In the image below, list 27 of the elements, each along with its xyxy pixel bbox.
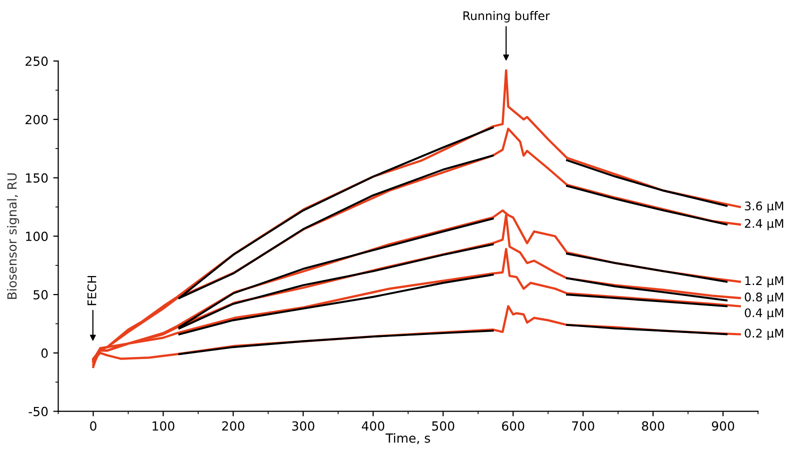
y-tick-label: 0 — [41, 348, 48, 358]
x-axis-title: Time, s — [386, 433, 430, 444]
x-tick-label: 200 — [222, 421, 244, 431]
y-tick-label: 100 — [26, 232, 48, 242]
x-tick-label: 500 — [432, 421, 454, 431]
series-label: 3.6 μM — [744, 201, 784, 213]
text: Running buffer — [464, 11, 550, 22]
series-label: 0.4 μM — [744, 308, 784, 320]
x-tick-label: 800 — [642, 421, 664, 431]
series-label: 1.2 μM — [745, 276, 784, 288]
x-tick-label: 600 — [502, 421, 524, 431]
y-tick-label: 50 — [34, 290, 48, 300]
y-axis-title: Biosensor signal, RU — [7, 173, 20, 299]
x-tick-label: 300 — [292, 421, 314, 431]
y-tick-label: 250 — [26, 56, 48, 66]
y-tick-label: 150 — [26, 173, 48, 183]
y-tick-label: 200 — [26, 114, 48, 124]
series-label: 2.4 μM — [744, 218, 784, 230]
x-tick-label: 0 — [90, 421, 96, 431]
x-tick-label: 900 — [712, 421, 734, 431]
y-tick-label: -50 — [28, 406, 48, 416]
x-tick-label: 100 — [152, 421, 174, 431]
x-tick-label: 700 — [572, 421, 594, 431]
annotation: FECH — [87, 276, 96, 306]
series-label: 0.8 μM — [744, 292, 784, 304]
x-tick-label: 400 — [362, 421, 384, 431]
series-label: 0.2 μM — [744, 328, 784, 340]
